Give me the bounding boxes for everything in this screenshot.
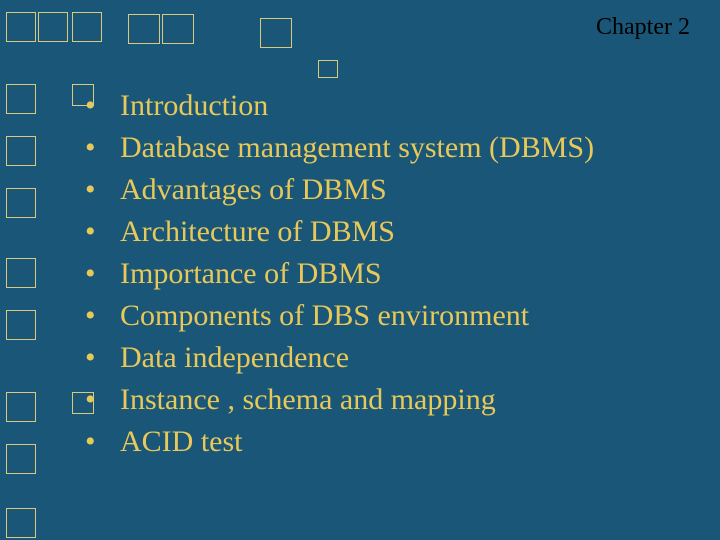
chapter-title: Chapter 2 [596, 14, 690, 41]
bullet-item: Components of DBS environment [85, 295, 594, 337]
bullet-item: Architecture of DBMS [85, 211, 594, 253]
decor-square [260, 18, 292, 48]
bullet-item: Instance , schema and mapping [85, 379, 594, 421]
decor-square [72, 84, 94, 106]
bullet-item: Data independence [85, 337, 594, 379]
decor-square [318, 60, 338, 78]
decor-square [72, 392, 94, 414]
decor-square [6, 258, 36, 288]
decor-square [6, 444, 36, 474]
decor-square [6, 136, 36, 166]
decor-square [6, 84, 36, 114]
decor-square [6, 392, 36, 422]
decor-square [6, 310, 36, 340]
bullet-list: Introduction Database management system … [85, 85, 594, 463]
decor-square [38, 12, 68, 42]
decor-square [128, 14, 160, 44]
bullet-item: ACID test [85, 421, 594, 463]
decor-square [6, 12, 36, 42]
bullet-item: Introduction [85, 85, 594, 127]
bullet-item: Advantages of DBMS [85, 169, 594, 211]
bullet-item: Database management system (DBMS) [85, 127, 594, 169]
decor-square [72, 12, 102, 42]
bullet-item: Importance of DBMS [85, 253, 594, 295]
decor-square [6, 508, 36, 538]
decor-square [6, 188, 36, 218]
decor-square [162, 14, 194, 44]
